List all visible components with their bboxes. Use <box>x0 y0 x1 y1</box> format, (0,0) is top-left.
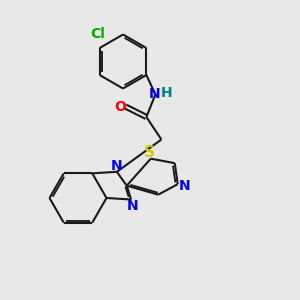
Text: N: N <box>178 179 190 193</box>
Text: Cl: Cl <box>91 27 106 41</box>
Text: N: N <box>111 159 123 173</box>
Text: N: N <box>127 199 138 213</box>
Text: S: S <box>144 145 155 160</box>
Text: H: H <box>161 86 172 100</box>
Text: N: N <box>148 88 160 101</box>
Text: O: O <box>114 100 126 113</box>
